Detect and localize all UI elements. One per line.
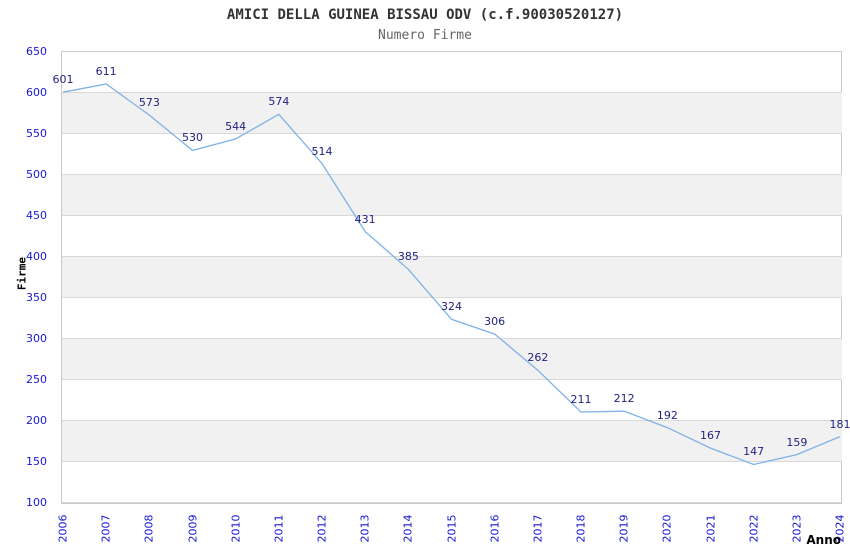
chart-title: AMICI DELLA GUINEA BISSAU ODV (c.f.90030… (0, 7, 850, 23)
data-point-label: 212 (614, 392, 635, 405)
y-axis-title: Firme (16, 244, 29, 304)
data-point-label: 514 (312, 145, 333, 158)
x-tick-label: 2023 (790, 507, 803, 551)
data-point-label: 159 (786, 436, 807, 449)
y-tick-label: 650 (0, 45, 47, 58)
data-point-label: 573 (139, 96, 160, 109)
y-tick-label: 150 (0, 455, 47, 468)
data-point-label: 192 (657, 409, 678, 422)
data-point-label: 262 (527, 351, 548, 364)
y-tick-label: 500 (0, 168, 47, 181)
x-tick-label: 2019 (618, 507, 631, 551)
data-point-label: 147 (743, 445, 764, 458)
series-line (62, 52, 842, 503)
data-point-label: 211 (571, 393, 592, 406)
y-tick-label: 600 (0, 86, 47, 99)
chart-subtitle: Numero Firme (0, 28, 850, 43)
x-tick-label: 2012 (316, 507, 329, 551)
x-tick-label: 2022 (747, 507, 760, 551)
x-axis-title: Anno (806, 533, 841, 547)
y-tick-label: 450 (0, 209, 47, 222)
y-tick-label: 550 (0, 127, 47, 140)
x-tick-label: 2016 (488, 507, 501, 551)
data-point-label: 306 (484, 315, 505, 328)
data-point-label: 611 (96, 65, 117, 78)
x-tick-label: 2007 (100, 507, 113, 551)
data-point-label: 431 (355, 213, 376, 226)
x-tick-label: 2009 (186, 507, 199, 551)
y-tick-label: 100 (0, 496, 47, 509)
x-tick-label: 2018 (575, 507, 588, 551)
series-polyline (63, 84, 840, 465)
data-point-label: 574 (268, 95, 289, 108)
y-tick-label: 200 (0, 414, 47, 427)
x-tick-label: 2014 (402, 507, 415, 551)
y-tick-label: 300 (0, 332, 47, 345)
x-tick-label: 2021 (704, 507, 717, 551)
data-point-label: 385 (398, 250, 419, 263)
x-tick-label: 2020 (661, 507, 674, 551)
x-tick-label: 2017 (531, 507, 544, 551)
x-tick-label: 2011 (272, 507, 285, 551)
data-point-label: 601 (53, 73, 74, 86)
x-tick-label: 2008 (143, 507, 156, 551)
data-point-label: 167 (700, 429, 721, 442)
data-point-label: 544 (225, 120, 246, 133)
x-tick-label: 2010 (229, 507, 242, 551)
data-point-label: 181 (830, 418, 850, 431)
x-tick-label: 2006 (57, 507, 70, 551)
x-tick-label: 2015 (445, 507, 458, 551)
data-point-label: 324 (441, 300, 462, 313)
y-tick-label: 250 (0, 373, 47, 386)
x-tick-label: 2013 (359, 507, 372, 551)
data-point-label: 530 (182, 131, 203, 144)
